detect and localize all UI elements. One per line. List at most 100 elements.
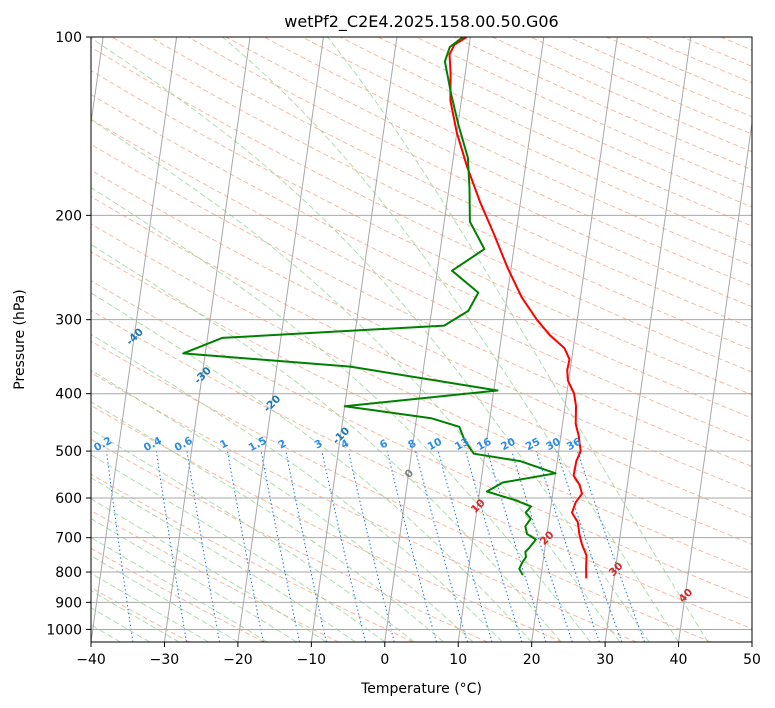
y-tick-label: 900	[55, 595, 82, 611]
x-axis-ticks: −40 −30 −20 −10 0 10 20 30 40 50	[76, 642, 761, 668]
x-tick-label: 40	[670, 652, 688, 668]
y-tick-label: 400	[55, 387, 82, 403]
x-tick-label: −10	[297, 652, 327, 668]
moist-adiabat	[91, 590, 180, 642]
dry-adiabat	[91, 510, 339, 642]
isotherm	[604, 37, 692, 642]
mixing-ratio-label: 3	[312, 437, 324, 451]
isotherm	[384, 37, 471, 642]
moist-adiabat	[91, 401, 444, 642]
mixing-ratio-line	[186, 451, 221, 642]
dry-adiabat	[91, 93, 752, 419]
isotherm	[678, 119, 752, 642]
isotherm-label: -60	[0, 239, 11, 261]
mixing-ratio-line	[556, 450, 623, 642]
dry-adiabat	[91, 223, 752, 545]
moist-adiabat	[91, 477, 356, 642]
isotherm	[310, 37, 398, 642]
isobars	[91, 37, 752, 630]
y-tick-label: 700	[55, 531, 82, 547]
dry-adiabat	[91, 251, 752, 573]
dry-adiabat	[91, 473, 414, 642]
moist-adiabat	[91, 555, 239, 642]
dry-adiabats	[91, 37, 775, 642]
mixing-ratio-line	[415, 450, 468, 642]
dry-adiabat	[91, 309, 752, 630]
mixing-ratio-line	[535, 450, 600, 642]
y-axis-ticks: 100 200 300 400 500 600 700 800 900 1000	[46, 30, 91, 638]
x-tick-label: 30	[596, 652, 614, 668]
isotherm-label: -20	[261, 393, 283, 415]
dry-adiabat	[149, 37, 752, 329]
dry-adiabat	[111, 37, 752, 351]
mixing-ratio-line	[285, 450, 327, 642]
moist-adiabat	[91, 454, 386, 642]
moist-adiabat	[91, 37, 650, 642]
temperature-line	[448, 37, 588, 579]
mixing-ratio-label: 8	[406, 437, 418, 451]
mixing-ratio-line	[511, 450, 573, 642]
chart-title: wetPf2_C2E4.2025.158.00.50.G06	[284, 12, 558, 32]
dry-adiabat	[91, 372, 637, 642]
y-tick-label: 500	[55, 444, 82, 460]
moist-adiabat	[91, 498, 327, 642]
y-tick-label: 200	[55, 208, 82, 224]
mixing-ratio-line	[386, 450, 437, 642]
dry-adiabat	[91, 438, 488, 642]
mixing-ratio-label: 30	[544, 436, 563, 453]
mixing-ratio-line	[105, 451, 134, 642]
isotherm-label: 30	[607, 560, 626, 579]
y-tick-label: 800	[55, 565, 82, 581]
isotherm-label: -10	[330, 425, 352, 447]
dry-adiabat	[378, 37, 752, 208]
moist-adiabat	[91, 243, 562, 642]
dry-adiabat	[759, 37, 775, 642]
plot-frame	[90, 36, 753, 643]
dry-adiabat	[91, 169, 752, 493]
mixing-ratio-label: 20	[499, 436, 518, 453]
dry-adiabat	[606, 37, 752, 101]
mixing-ratio-line	[260, 451, 301, 642]
dewpoint-line	[182, 37, 557, 576]
y-tick-label: 1000	[46, 622, 82, 638]
mixing-ratio-label: 13	[453, 436, 472, 453]
isotherm	[163, 37, 251, 642]
mixing-ratio-line	[577, 450, 645, 642]
moist-adiabat	[91, 536, 268, 642]
mixing-ratio-label: 16	[475, 436, 494, 453]
isotherms	[91, 37, 752, 642]
y-tick-label: 300	[55, 313, 82, 329]
x-tick-label: −30	[150, 652, 180, 668]
mixing-ratio-line	[227, 451, 264, 642]
moist-adiabat	[91, 369, 474, 642]
dry-adiabat	[644, 37, 752, 84]
mixing-ratio-line	[321, 450, 366, 642]
x-axis-label: Temperature (°C)	[360, 681, 482, 697]
mixing-ratio-label: 10	[426, 436, 445, 453]
x-tick-label: 20	[523, 652, 541, 668]
dry-adiabat	[720, 37, 752, 51]
dry-adiabat	[91, 143, 752, 468]
y-axis-label: Pressure (hPa)	[12, 289, 28, 389]
series-lines	[182, 37, 588, 579]
isotherm	[91, 37, 178, 642]
dry-adiabat	[263, 37, 752, 267]
x-tick-label: −20	[223, 652, 253, 668]
x-tick-label: −40	[76, 652, 106, 668]
dry-adiabat	[340, 37, 752, 227]
moist-adiabat	[91, 333, 503, 642]
isotherm	[457, 37, 545, 642]
dry-adiabat	[91, 586, 190, 642]
dry-adiabat	[416, 37, 752, 189]
mixing-ratio-label: 2	[276, 437, 288, 451]
moist-adiabat	[91, 292, 533, 642]
isotherm	[91, 37, 104, 127]
mixing-ratio-line	[437, 450, 493, 642]
dry-adiabat	[682, 37, 752, 67]
moist-adiabat	[327, 37, 709, 642]
isotherm	[531, 37, 618, 642]
dry-adiabat	[225, 37, 752, 287]
mixing-ratio-label: 25	[524, 436, 543, 453]
x-tick-label: 10	[449, 652, 467, 668]
